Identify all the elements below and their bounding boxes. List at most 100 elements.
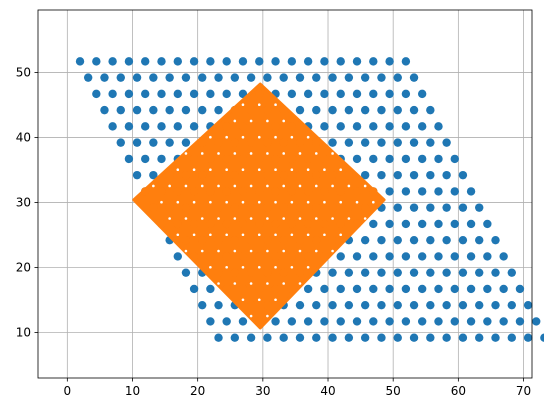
blue-point <box>507 300 516 310</box>
orange-point <box>206 219 215 229</box>
orange-gap <box>339 200 343 204</box>
blue-point <box>369 317 378 326</box>
orange-point <box>369 187 378 196</box>
orange-gap <box>192 168 196 172</box>
blue-point <box>222 317 231 326</box>
blue-point <box>344 268 354 277</box>
blue-point <box>312 105 321 115</box>
axis-ticks: 0 10 20 30 40 50 60 70 10 20 30 40 50 <box>16 65 531 398</box>
blue-point <box>352 122 362 131</box>
orange-gap <box>363 184 367 188</box>
orange-point <box>336 219 345 229</box>
blue-point <box>466 187 476 196</box>
blue-point <box>352 284 362 294</box>
orange-point <box>238 154 248 164</box>
orange-gap <box>233 184 237 188</box>
orange-point <box>198 203 207 212</box>
orange-point <box>320 154 329 164</box>
blue-point <box>157 154 166 164</box>
orange-gap <box>225 233 228 237</box>
blue-point <box>393 300 402 310</box>
orange-gap <box>217 217 220 220</box>
blue-point <box>434 317 443 326</box>
orange-gap <box>306 200 310 204</box>
blue-point <box>124 122 134 131</box>
orange-gap <box>331 184 334 188</box>
blue-point <box>523 333 533 342</box>
x-tick-label: 50 <box>386 384 401 398</box>
orange-point <box>222 154 231 164</box>
blue-point <box>214 73 223 82</box>
blue-point <box>540 333 544 342</box>
blue-point <box>214 333 223 342</box>
orange-point <box>157 187 166 196</box>
orange-gap <box>241 135 245 139</box>
orange-gap <box>266 314 269 318</box>
orange-point <box>303 252 313 261</box>
blue-point <box>360 333 370 342</box>
blue-point <box>189 89 199 99</box>
orange-gap <box>200 249 204 253</box>
orange-gap <box>249 217 253 220</box>
orange-gap <box>347 217 351 220</box>
blue-point <box>303 284 313 294</box>
blue-point <box>189 284 199 294</box>
blue-point <box>475 268 484 277</box>
orange-gap <box>176 200 180 204</box>
orange-point <box>320 219 329 229</box>
orange-gap <box>257 200 261 204</box>
blue-point <box>483 252 492 261</box>
blue-point <box>214 105 223 115</box>
orange-gap <box>241 298 245 302</box>
orange-gap <box>323 168 326 172</box>
blue-point <box>442 268 451 277</box>
orange-gap <box>274 168 277 172</box>
orange-point <box>279 203 288 212</box>
x-tick-label: 40 <box>320 384 335 398</box>
orange-point <box>271 284 280 294</box>
orange-gap <box>192 200 196 204</box>
orange-point <box>255 252 264 261</box>
orange-point <box>214 138 223 147</box>
orange-point <box>263 170 272 180</box>
orange-point <box>328 203 337 212</box>
blue-point <box>360 170 370 180</box>
blue-point <box>393 235 402 245</box>
orange-point <box>214 170 223 180</box>
blue-point <box>149 138 158 147</box>
orange-point <box>238 252 248 261</box>
blue-point <box>409 235 419 245</box>
orange-gap <box>192 233 196 237</box>
orange-point <box>214 203 223 212</box>
orange-point <box>263 105 272 115</box>
orange-point <box>287 154 297 164</box>
orange-point <box>189 187 199 196</box>
blue-point <box>385 219 394 229</box>
orange-point <box>165 203 174 212</box>
blue-point <box>287 89 297 99</box>
orange-point <box>181 235 191 245</box>
blue-point <box>360 138 370 147</box>
orange-gap <box>347 184 351 188</box>
orange-gap <box>257 265 261 269</box>
x-tick-label: 30 <box>255 384 270 398</box>
blue-point <box>450 154 459 164</box>
blue-point <box>222 89 231 99</box>
orange-point <box>287 252 297 261</box>
blue-point <box>377 138 386 147</box>
blue-point <box>409 105 419 115</box>
blue-point <box>124 57 134 66</box>
orange-point <box>255 187 264 196</box>
blue-point <box>263 73 272 82</box>
orange-point <box>246 170 256 180</box>
blue-point <box>434 219 443 229</box>
orange-point <box>230 203 240 212</box>
blue-point <box>132 73 142 82</box>
orange-gap <box>160 200 163 204</box>
blue-point <box>198 105 207 115</box>
blue-point <box>393 73 402 82</box>
orange-point <box>279 268 288 277</box>
blue-point <box>434 284 443 294</box>
blue-point <box>320 284 329 294</box>
blue-point <box>458 203 468 212</box>
